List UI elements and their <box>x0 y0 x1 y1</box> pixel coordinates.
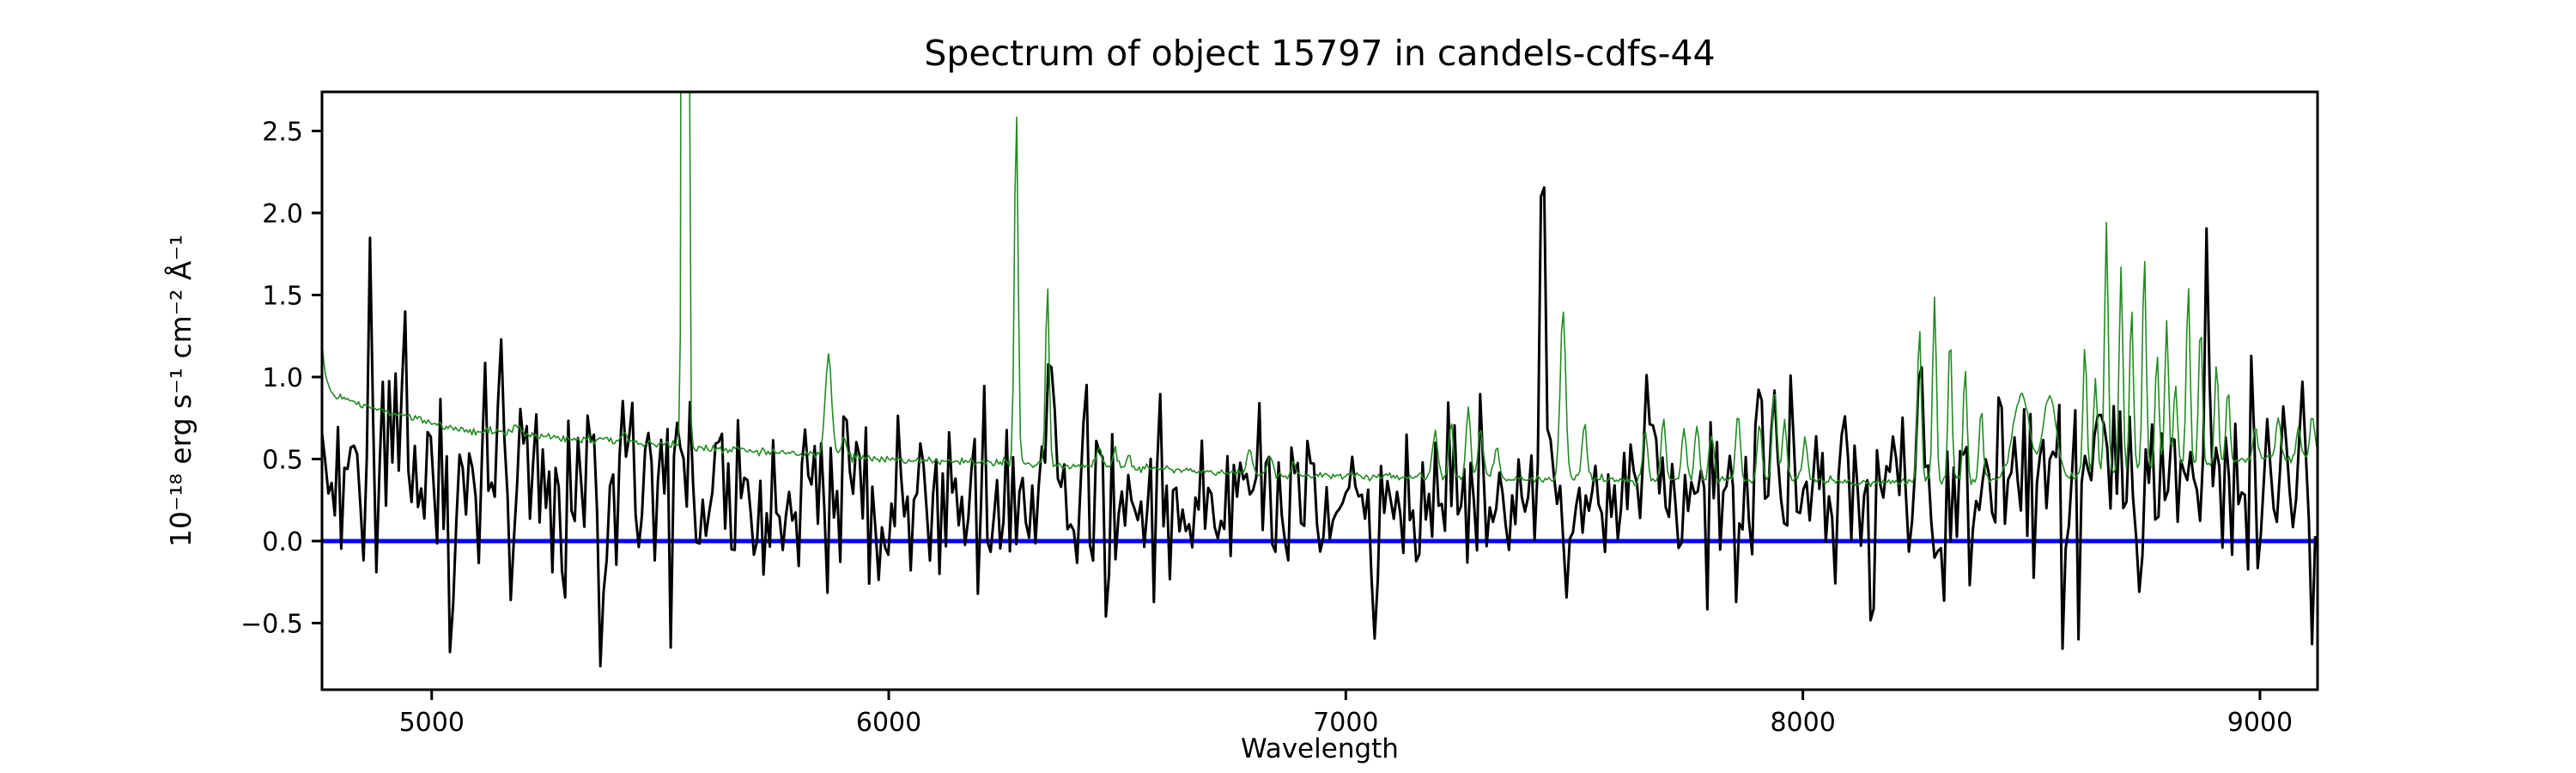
axis-ticks: 5000 6000 7000 8000 9000 −0.5 0.0 0.5 1.0 1.5 2.0 2… <box>240 117 2293 738</box>
x-axis-label: Wavelength <box>1241 733 1399 764</box>
y-tick-label: 2.5 <box>262 117 303 147</box>
x-tick-label: 7000 <box>1313 708 1378 738</box>
noise-sky-spectrum <box>322 92 2318 488</box>
plot-frame <box>320 90 2319 691</box>
y-tick-label: 0.0 <box>262 527 303 557</box>
chart-title: Spectrum of object 15797 in candels-cdfs… <box>924 33 1715 74</box>
y-tick-label: 1.5 <box>262 281 303 311</box>
y-tick-label: −0.5 <box>240 609 303 639</box>
plot-area <box>322 92 2318 668</box>
y-tick-label: 0.5 <box>262 445 303 475</box>
x-tick-label: 9000 <box>2227 708 2293 738</box>
x-tick-label: 8000 <box>1770 708 1835 738</box>
y-axis-label: 10⁻¹⁸ erg s⁻¹ cm⁻² Å⁻¹ <box>163 234 197 547</box>
x-tick-label: 5000 <box>399 708 465 738</box>
y-tick-label: 1.0 <box>262 363 303 393</box>
y-tick-label: 2.0 <box>262 199 303 229</box>
x-tick-label: 6000 <box>856 708 921 738</box>
observed-spectrum <box>322 186 2317 668</box>
